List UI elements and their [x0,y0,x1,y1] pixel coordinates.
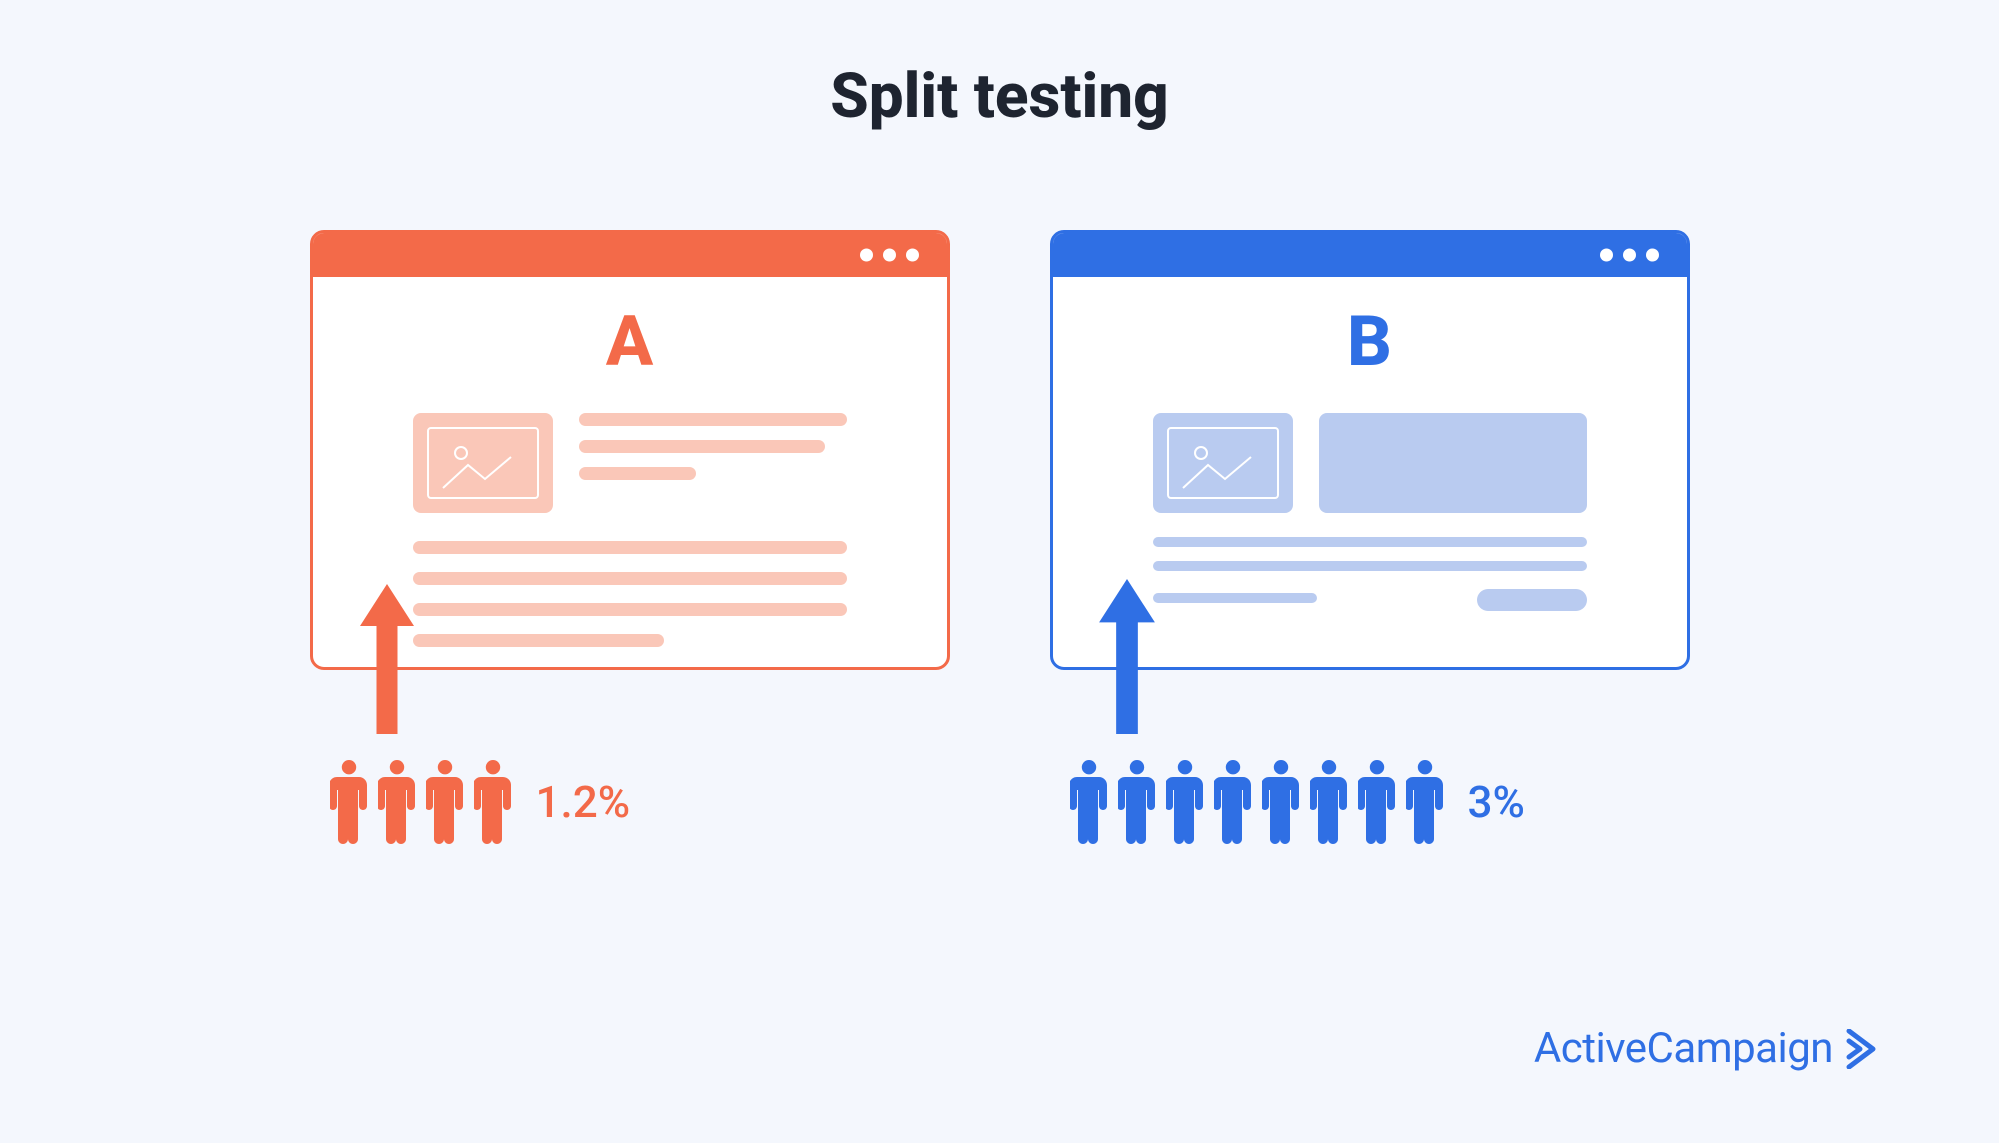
people-icons [1070,760,1444,844]
variant-a-content [413,413,847,665]
person-icon [1358,760,1396,844]
variants-row: A [0,230,1999,670]
image-placeholder-icon [413,413,553,513]
infographic-canvas: Split testing A [0,0,1999,1143]
percent-label: 3% [1468,776,1525,828]
picture-glyph-icon [1153,413,1293,513]
person-icon [330,760,368,844]
brand-logo: ActiveCampaign [1534,1024,1879,1073]
heading-lines [579,413,847,494]
variant-a-footer: 1.2% [330,760,950,844]
browser-title-bar [1053,233,1687,277]
person-icon [1118,760,1156,844]
up-arrow-icon [356,584,418,734]
brand-logo-text: ActiveCampaign [1534,1024,1833,1073]
browser-title-bar [313,233,947,277]
image-placeholder-icon [1153,413,1293,513]
person-icon [1406,760,1444,844]
person-icon [1166,760,1204,844]
person-icon [1214,760,1252,844]
percent-label: 1.2% [536,776,631,828]
person-icon [1070,760,1108,844]
person-icon [1310,760,1348,844]
body-lines [1153,537,1587,611]
variant-letter: B [1053,301,1687,383]
up-arrow-icon [1096,474,1158,734]
variant-b-content [1153,413,1587,611]
picture-glyph-icon [413,413,553,513]
person-icon [1262,760,1300,844]
brand-chevron-icon [1845,1029,1879,1069]
body-lines [413,541,847,647]
page-title: Split testing [0,60,1999,133]
cta-button-icon [1477,589,1587,611]
hero-block [1319,413,1587,513]
person-icon [426,760,464,844]
window-dots-icon [1600,249,1659,262]
people-icons [330,760,512,844]
person-icon [474,760,512,844]
person-icon [378,760,416,844]
window-dots-icon [860,249,919,262]
variant-letter: A [313,301,947,383]
variant-b: B [1050,230,1690,670]
variant-a: A [310,230,950,670]
variant-b-footer: 3% [1070,760,1690,844]
